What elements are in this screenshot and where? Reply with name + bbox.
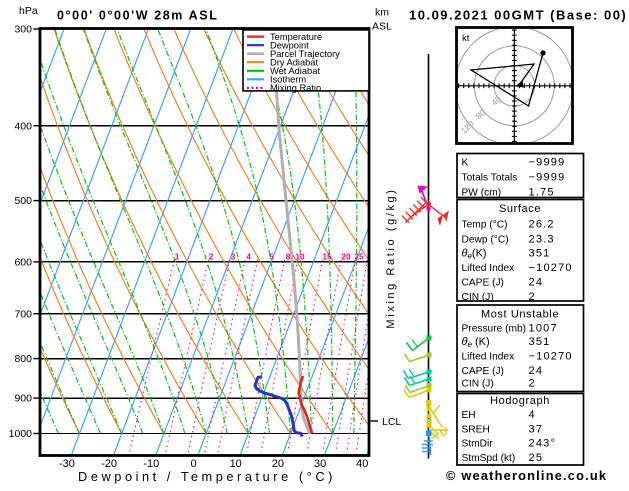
svg-text:km: km	[375, 7, 389, 19]
svg-text:Lifted Index: Lifted Index	[462, 263, 515, 274]
svg-text:Isotherm: Isotherm	[270, 75, 306, 85]
svg-text:700: 700	[14, 308, 32, 320]
svg-text:900: 900	[14, 393, 32, 405]
svg-text:37: 37	[529, 423, 544, 435]
svg-text:Totals Totals: Totals Totals	[462, 172, 518, 183]
svg-text:CIN (J): CIN (J)	[462, 378, 494, 389]
svg-text:351: 351	[529, 247, 551, 259]
svg-text:−10270: −10270	[529, 350, 573, 362]
svg-text:1.75: 1.75	[529, 186, 555, 198]
svg-text:2: 2	[529, 291, 536, 303]
svg-text:5: 5	[269, 252, 274, 262]
svg-text:243°: 243°	[529, 437, 557, 449]
svg-text:Dewpoint: Dewpoint	[270, 40, 309, 50]
svg-text:24: 24	[529, 276, 544, 288]
svg-text:θe (K): θe (K)	[462, 336, 490, 349]
svg-text:Most Unstable: Most Unstable	[481, 308, 559, 320]
svg-text:500: 500	[14, 195, 32, 207]
svg-text:15: 15	[322, 252, 332, 262]
svg-text:1000: 1000	[9, 428, 33, 440]
svg-text:23.3: 23.3	[529, 233, 555, 245]
svg-text:0°00' 0°00'W 28m ASL: 0°00' 0°00'W 28m ASL	[57, 9, 218, 23]
svg-text:CAPE (J): CAPE (J)	[462, 366, 504, 377]
svg-text:kt: kt	[462, 33, 470, 44]
svg-text:351: 351	[529, 336, 551, 348]
svg-text:20: 20	[272, 458, 284, 470]
svg-text:4: 4	[529, 409, 536, 421]
svg-text:Wet Adiabat: Wet Adiabat	[270, 66, 320, 76]
svg-text:StmSpd (kt): StmSpd (kt)	[462, 453, 516, 464]
svg-text:1: 1	[175, 252, 180, 262]
svg-text:−9999: −9999	[529, 156, 566, 168]
svg-text:Temp (°C): Temp (°C)	[462, 219, 508, 230]
svg-text:0: 0	[190, 458, 196, 470]
svg-text:1007: 1007	[529, 322, 558, 334]
svg-text:© weatheronline.co.uk: © weatheronline.co.uk	[446, 468, 607, 483]
svg-text:Hodograph: Hodograph	[490, 395, 550, 407]
svg-text:20: 20	[341, 252, 351, 262]
svg-text:3: 3	[231, 252, 236, 262]
svg-text:−10270: −10270	[529, 262, 573, 274]
svg-text:CIN (J): CIN (J)	[462, 292, 494, 303]
svg-text:25: 25	[529, 452, 544, 464]
svg-text:400: 400	[14, 120, 32, 132]
svg-text:25: 25	[354, 252, 364, 262]
svg-text:40: 40	[356, 458, 368, 470]
svg-text:−9999: −9999	[529, 171, 566, 183]
svg-text:hPa: hPa	[19, 5, 38, 17]
svg-text:2: 2	[209, 252, 214, 262]
svg-text:-20: -20	[101, 458, 117, 470]
svg-text:10.09.2021 00GMT (Base: 00): 10.09.2021 00GMT (Base: 00)	[409, 8, 627, 23]
svg-text:-10: -10	[143, 458, 159, 470]
svg-text:SREH: SREH	[462, 424, 490, 435]
svg-text:Lifted Index: Lifted Index	[462, 351, 515, 362]
svg-text:K: K	[462, 157, 469, 168]
svg-text:Pressure (mb): Pressure (mb)	[462, 323, 527, 334]
svg-text:Mixing Ratio (g/kg): Mixing Ratio (g/kg)	[385, 187, 397, 328]
svg-text:Dewpoint / Temperature (°C): Dewpoint / Temperature (°C)	[78, 469, 336, 484]
svg-text:StmDir: StmDir	[462, 438, 494, 449]
svg-text:Temperature: Temperature	[270, 32, 322, 42]
svg-text:26.2: 26.2	[529, 218, 555, 230]
svg-text:CAPE (J): CAPE (J)	[462, 277, 504, 288]
svg-text:2: 2	[529, 377, 536, 389]
svg-text:30: 30	[314, 458, 326, 470]
svg-text:600: 600	[14, 257, 32, 269]
svg-text:10: 10	[295, 252, 305, 262]
svg-text:4: 4	[246, 252, 251, 262]
svg-text:10: 10	[230, 458, 242, 470]
svg-text:θe(K): θe(K)	[462, 247, 487, 260]
svg-text:Surface: Surface	[499, 203, 541, 215]
svg-text:24: 24	[529, 365, 544, 377]
svg-text:LCL: LCL	[382, 416, 401, 428]
svg-text:Mixing Ratio: Mixing Ratio	[270, 83, 321, 93]
svg-text:8: 8	[286, 252, 291, 262]
svg-text:800: 800	[14, 353, 32, 365]
svg-text:Dewp (°C): Dewp (°C)	[462, 234, 509, 245]
svg-text:300: 300	[14, 24, 32, 36]
svg-text:Parcel Trajectory: Parcel Trajectory	[270, 49, 340, 59]
svg-text:-30: -30	[59, 458, 75, 470]
svg-text:Dry Adiabat: Dry Adiabat	[270, 58, 318, 68]
svg-text:EH: EH	[462, 410, 476, 421]
svg-text:ASL: ASL	[372, 21, 392, 33]
svg-text:PW (cm): PW (cm)	[462, 187, 502, 198]
